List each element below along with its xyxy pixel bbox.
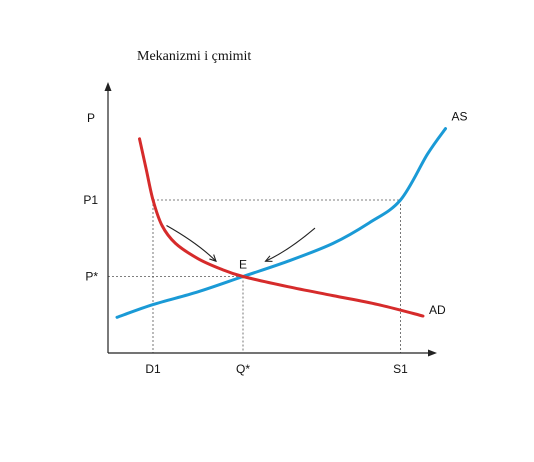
x-tick-label: Q* <box>236 362 250 376</box>
series-as-curve <box>115 127 447 319</box>
x-tick-label: D1 <box>145 362 161 376</box>
equilibrium-label: E <box>239 258 247 272</box>
adjustment-arrowhead <box>264 255 273 262</box>
adjustment-arrowhead <box>209 254 217 263</box>
adjustment-arrow <box>166 225 217 262</box>
guide-lines <box>108 199 401 353</box>
x-axis-arrowhead <box>428 349 437 357</box>
y-tick-label: P1 <box>83 193 98 207</box>
chart-title: Mekanizmi i çmimit <box>137 49 251 64</box>
y-axis-arrowhead <box>104 82 112 91</box>
series-ad-label: AD <box>429 303 446 317</box>
y-tick-label: P* <box>85 270 98 284</box>
tick-and-series-labels: AS AD E D1 Q* S1 P1 P* <box>83 110 467 376</box>
axes <box>104 82 437 357</box>
series-ad-curve <box>138 137 425 318</box>
adjustment-arrow <box>265 227 316 262</box>
adjustment-arrows <box>166 225 316 263</box>
series-as-label: AS <box>452 110 468 124</box>
series <box>115 127 447 319</box>
y-axis-label: P <box>87 111 95 125</box>
x-tick-label: S1 <box>393 362 408 376</box>
